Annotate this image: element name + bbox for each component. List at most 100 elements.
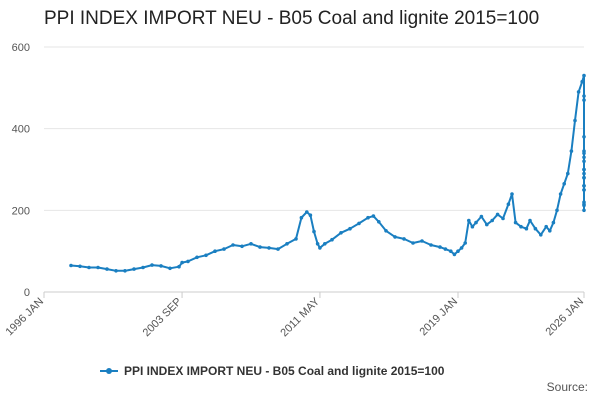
data-point[interactable] bbox=[582, 175, 586, 180]
data-point[interactable] bbox=[582, 159, 586, 164]
data-point[interactable] bbox=[524, 226, 529, 231]
data-point[interactable] bbox=[582, 98, 586, 102]
data-point[interactable] bbox=[501, 216, 505, 221]
data-point[interactable] bbox=[555, 208, 559, 213]
data-point[interactable] bbox=[213, 249, 217, 253]
data-point[interactable] bbox=[195, 255, 199, 260]
data-point[interactable] bbox=[528, 218, 532, 223]
data-point[interactable] bbox=[551, 220, 556, 225]
data-point[interactable] bbox=[78, 264, 82, 269]
data-point[interactable] bbox=[180, 260, 184, 265]
data-point[interactable] bbox=[582, 94, 586, 98]
data-point[interactable] bbox=[467, 218, 471, 223]
data-point[interactable] bbox=[285, 242, 289, 246]
data-point[interactable] bbox=[544, 224, 548, 229]
data-point[interactable] bbox=[573, 118, 577, 123]
data-point[interactable] bbox=[580, 79, 584, 84]
data-point[interactable] bbox=[240, 244, 244, 249]
data-point[interactable] bbox=[348, 226, 352, 231]
data-point[interactable] bbox=[177, 264, 181, 269]
data-point[interactable] bbox=[513, 220, 518, 225]
data-point[interactable] bbox=[249, 242, 253, 246]
data-point[interactable] bbox=[69, 263, 73, 268]
data-point[interactable] bbox=[490, 218, 495, 223]
data-point[interactable] bbox=[582, 171, 586, 176]
data-point[interactable] bbox=[443, 247, 448, 251]
data-point[interactable] bbox=[222, 247, 226, 251]
data-point[interactable] bbox=[463, 241, 468, 245]
data-point[interactable] bbox=[533, 226, 538, 231]
data-point[interactable] bbox=[495, 212, 500, 217]
data-point[interactable] bbox=[519, 224, 523, 229]
data-point[interactable] bbox=[294, 237, 298, 241]
data-point[interactable] bbox=[308, 213, 313, 217]
series-lines bbox=[69, 73, 586, 273]
y-axis-ticks: 0 200 400 600 bbox=[12, 42, 30, 299]
data-point[interactable] bbox=[315, 242, 320, 246]
data-point[interactable] bbox=[323, 242, 327, 246]
data-point[interactable] bbox=[123, 269, 127, 273]
data-point[interactable] bbox=[357, 221, 361, 226]
data-point[interactable] bbox=[582, 167, 586, 172]
data-point[interactable] bbox=[330, 237, 334, 242]
data-point[interactable] bbox=[452, 252, 457, 257]
data-point[interactable] bbox=[569, 149, 574, 153]
legend[interactable]: PPI INDEX IMPORT NEU - B05 Coal and lign… bbox=[100, 364, 444, 378]
data-point[interactable] bbox=[186, 259, 190, 264]
data-point[interactable] bbox=[562, 182, 566, 186]
data-point[interactable] bbox=[87, 265, 91, 270]
data-point[interactable] bbox=[582, 135, 586, 139]
data-point[interactable] bbox=[312, 229, 316, 234]
data-point[interactable] bbox=[558, 192, 563, 196]
data-point[interactable] bbox=[429, 243, 433, 247]
data-point[interactable] bbox=[411, 241, 415, 245]
data-point[interactable] bbox=[377, 220, 381, 224]
data-point[interactable] bbox=[576, 90, 581, 94]
data-point[interactable] bbox=[582, 208, 586, 213]
data-point[interactable] bbox=[371, 214, 376, 218]
data-point[interactable] bbox=[582, 149, 586, 153]
data-point[interactable] bbox=[168, 266, 172, 271]
data-point[interactable] bbox=[393, 235, 397, 239]
data-point[interactable] bbox=[566, 171, 570, 176]
data-point[interactable] bbox=[132, 267, 136, 271]
data-point[interactable] bbox=[150, 263, 154, 267]
data-point[interactable] bbox=[510, 192, 514, 196]
data-point[interactable] bbox=[582, 155, 586, 160]
data-point[interactable] bbox=[420, 239, 424, 243]
data-point[interactable] bbox=[258, 245, 262, 249]
data-point[interactable] bbox=[305, 210, 309, 214]
data-point[interactable] bbox=[318, 246, 322, 250]
data-point[interactable] bbox=[96, 265, 100, 270]
data-point[interactable] bbox=[539, 233, 543, 237]
data-point[interactable] bbox=[267, 246, 271, 250]
data-point[interactable] bbox=[438, 245, 442, 249]
data-point[interactable] bbox=[548, 229, 552, 233]
data-point[interactable] bbox=[470, 224, 475, 229]
data-point[interactable] bbox=[105, 267, 109, 271]
data-point[interactable] bbox=[459, 246, 464, 250]
data-point[interactable] bbox=[582, 203, 586, 208]
y-tick-label: 600 bbox=[12, 42, 30, 54]
data-point[interactable] bbox=[159, 264, 163, 268]
data-point[interactable] bbox=[582, 73, 586, 78]
data-point[interactable] bbox=[582, 184, 586, 188]
data-point[interactable] bbox=[276, 247, 280, 251]
data-point[interactable] bbox=[456, 249, 460, 253]
data-point[interactable] bbox=[231, 243, 235, 247]
data-point[interactable] bbox=[402, 237, 406, 241]
data-point[interactable] bbox=[339, 231, 343, 235]
y-tick-label: 200 bbox=[12, 205, 30, 217]
data-point[interactable] bbox=[141, 265, 145, 270]
data-point[interactable] bbox=[474, 220, 478, 225]
data-point[interactable] bbox=[384, 229, 388, 233]
data-point[interactable] bbox=[366, 215, 370, 220]
data-point[interactable] bbox=[114, 269, 118, 273]
data-point[interactable] bbox=[449, 249, 453, 253]
data-point[interactable] bbox=[204, 253, 208, 258]
data-point[interactable] bbox=[479, 214, 484, 219]
data-point[interactable] bbox=[506, 202, 511, 206]
data-point[interactable] bbox=[485, 222, 489, 227]
data-point[interactable] bbox=[299, 215, 304, 220]
data-point[interactable] bbox=[582, 188, 586, 192]
